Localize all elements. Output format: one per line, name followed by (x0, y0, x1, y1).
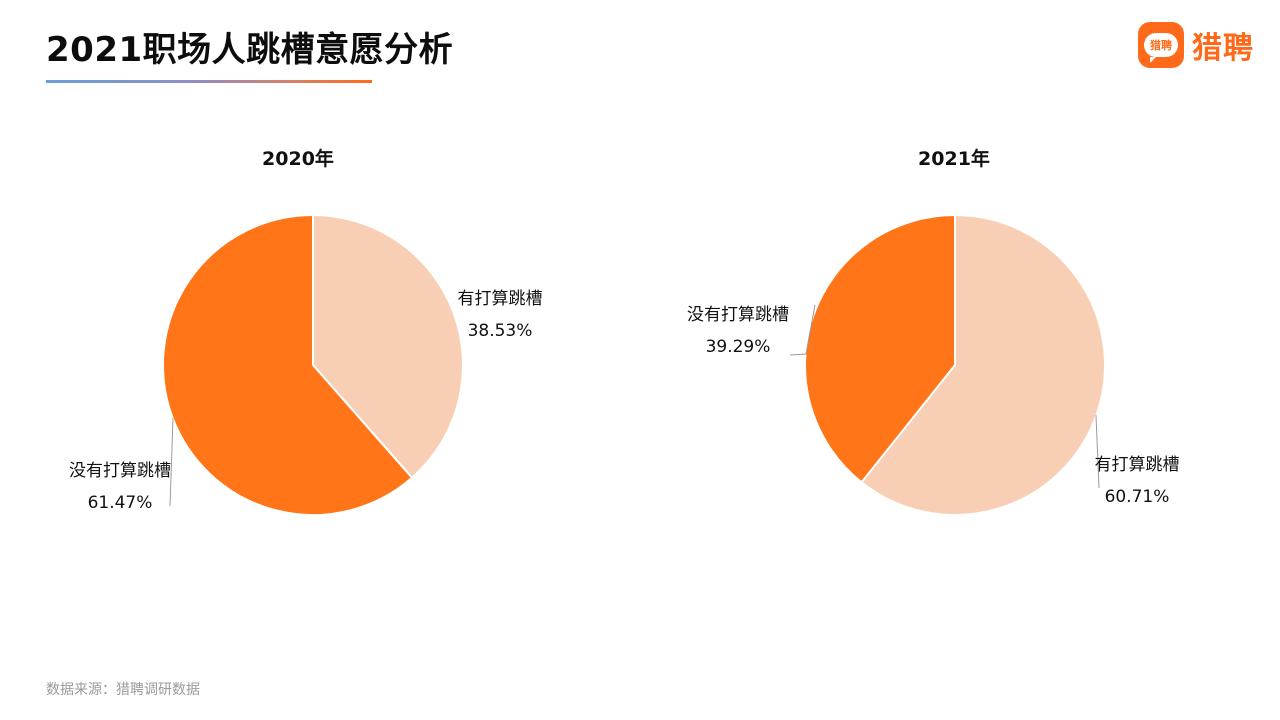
pie-chart-2020: 2020年 有打算跳槽 38.53% 没有打算跳槽 61.47% (69, 147, 543, 516)
pie-slice-not-intend (162, 214, 413, 516)
pie-slice-intend (312, 214, 464, 479)
page-title: 2021职场人跳槽意愿分析 (46, 30, 454, 70)
data-source-note: 数据来源：猎聘调研数据 (46, 682, 200, 698)
slice-label-intend: 有打算跳槽 (1095, 455, 1180, 475)
brand: 猎聘 猎聘 (1138, 22, 1254, 68)
title-underline (46, 80, 372, 83)
slice-label-intend: 有打算跳槽 (458, 289, 543, 309)
slice-label-not-intend: 没有打算跳槽 (687, 305, 789, 325)
leader-line-intend (1095, 414, 1100, 489)
brand-logo-icon: 猎聘 (1138, 22, 1184, 68)
chart-title-2021: 2021年 (918, 147, 990, 170)
slice-value-not-intend: 39.29% (706, 337, 771, 357)
pie-chart-2021: 2021年 有打算跳槽 60.71% 没有打算跳槽 39.29% (687, 147, 1180, 516)
brand-name: 猎聘 (1192, 31, 1254, 66)
slice-value-intend: 60.71% (1105, 487, 1170, 507)
leader-line-not-intend (169, 417, 174, 507)
slice-value-intend: 38.53% (468, 321, 533, 341)
leader-line-not-intend (789, 304, 816, 356)
slice-label-not-intend: 没有打算跳槽 (69, 461, 171, 481)
chart-title-2020: 2020年 (262, 147, 334, 170)
brand-logo-text: 猎聘 (1144, 33, 1178, 63)
slice-value-not-intend: 61.47% (88, 493, 153, 513)
pie-slice-intend (860, 214, 1106, 516)
